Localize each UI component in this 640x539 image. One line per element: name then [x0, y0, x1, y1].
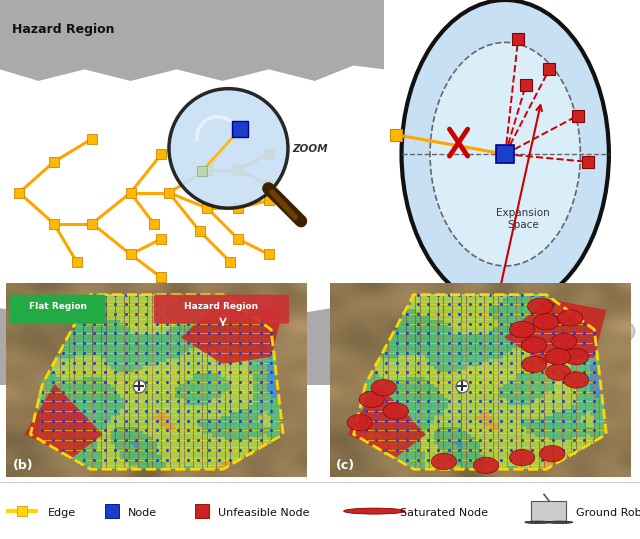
Text: Hazard Region: Hazard Region: [12, 23, 114, 36]
Circle shape: [547, 521, 573, 523]
Circle shape: [347, 414, 372, 431]
Text: (c): (c): [335, 459, 355, 472]
Polygon shape: [24, 384, 102, 458]
FancyBboxPatch shape: [154, 295, 289, 324]
Text: Saturated Node: Saturated Node: [400, 508, 488, 518]
Text: Edge: Edge: [48, 508, 76, 518]
Text: Flat Region: Flat Region: [29, 302, 86, 311]
Circle shape: [564, 372, 589, 388]
Circle shape: [527, 298, 553, 314]
Circle shape: [545, 364, 571, 381]
Circle shape: [540, 446, 565, 462]
Text: Unfeasible Node: Unfeasible Node: [218, 508, 309, 518]
Ellipse shape: [448, 305, 635, 358]
Text: Ground Robot: Ground Robot: [576, 508, 640, 518]
Text: (a): (a): [8, 355, 30, 369]
Circle shape: [344, 508, 405, 514]
Text: Hazard Region: Hazard Region: [184, 302, 259, 311]
Circle shape: [525, 521, 550, 523]
FancyBboxPatch shape: [10, 295, 106, 324]
Text: Node: Node: [128, 508, 157, 518]
Circle shape: [509, 450, 535, 466]
Text: Expansion
Space: Expansion Space: [497, 208, 550, 230]
Circle shape: [383, 403, 408, 419]
Polygon shape: [504, 299, 606, 364]
Circle shape: [534, 314, 559, 330]
Polygon shape: [181, 299, 283, 364]
Circle shape: [169, 88, 288, 208]
Circle shape: [564, 349, 589, 365]
Bar: [531, 501, 566, 522]
Circle shape: [474, 457, 499, 474]
Circle shape: [359, 391, 385, 407]
Circle shape: [552, 333, 577, 349]
Circle shape: [430, 43, 580, 266]
Text: ZOOM: ZOOM: [292, 144, 328, 154]
Circle shape: [509, 321, 535, 338]
Circle shape: [401, 0, 609, 308]
Polygon shape: [0, 0, 384, 81]
Circle shape: [522, 356, 547, 372]
Text: (b): (b): [12, 459, 33, 472]
Circle shape: [545, 349, 571, 365]
Circle shape: [371, 379, 396, 396]
Circle shape: [431, 453, 456, 469]
Polygon shape: [0, 301, 384, 385]
Circle shape: [557, 310, 583, 326]
Text: Unfeasible Future Edges: Unfeasible Future Edges: [453, 340, 597, 350]
Circle shape: [522, 337, 547, 353]
Polygon shape: [348, 384, 426, 458]
